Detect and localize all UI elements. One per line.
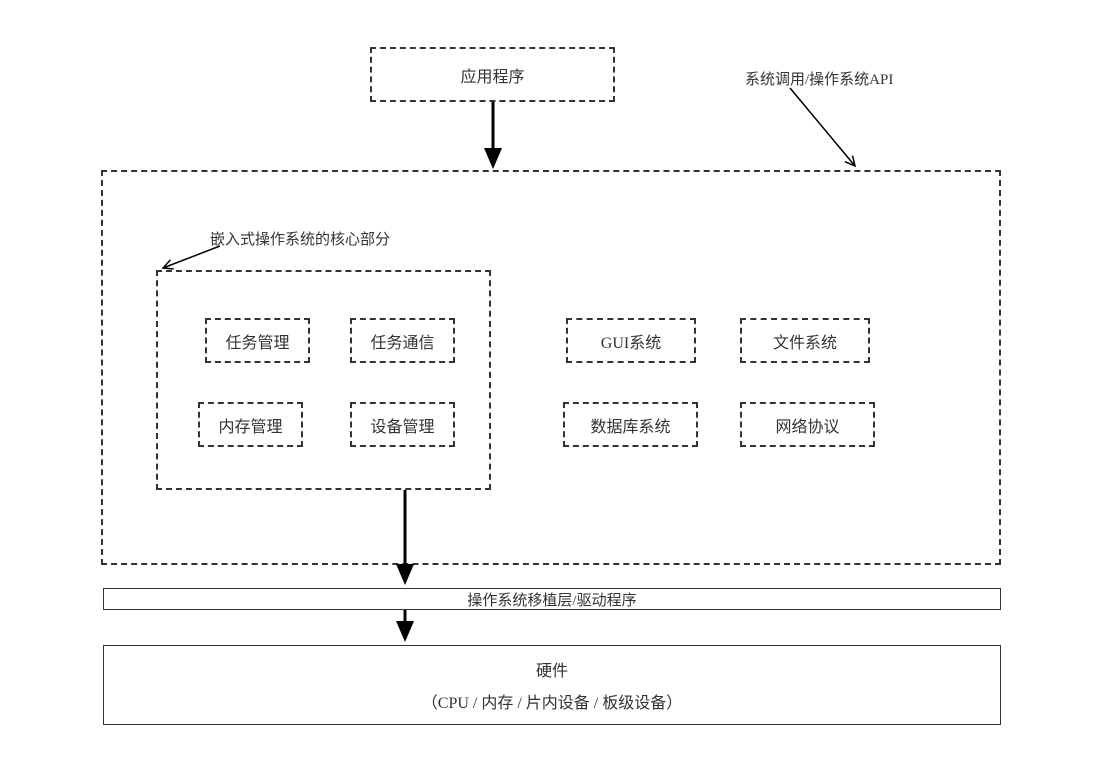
hardware-label2: （CPU / 内存 / 片内设备 / 板级设备）	[422, 689, 682, 713]
arrow-syscall-pointer	[790, 88, 855, 166]
task-comm-label: 任务通信	[370, 329, 434, 353]
gui-sys-label: GUI系统	[601, 329, 661, 353]
file-sys-label: 文件系统	[773, 329, 837, 353]
mem-mgmt-label: 内存管理	[218, 413, 282, 437]
net-proto-label: 网络协议	[775, 413, 839, 437]
core-group	[156, 270, 491, 490]
task-comm-box: 任务通信	[350, 318, 455, 363]
gui-sys-box: GUI系统	[566, 318, 696, 363]
file-sys-box: 文件系统	[740, 318, 870, 363]
hardware-box: 硬件 （CPU / 内存 / 片内设备 / 板级设备）	[103, 645, 1001, 725]
db-sys-label: 数据库系统	[590, 413, 670, 437]
syscall-label: 系统调用/操作系统API	[745, 68, 893, 89]
net-proto-box: 网络协议	[740, 402, 875, 447]
dev-mgmt-label: 设备管理	[370, 413, 434, 437]
db-sys-box: 数据库系统	[563, 402, 698, 447]
task-mgmt-box: 任务管理	[205, 318, 310, 363]
dev-mgmt-box: 设备管理	[350, 402, 455, 447]
hardware-label1: 硬件	[536, 657, 568, 681]
port-layer-label: 操作系统移植层/驱动程序	[467, 589, 636, 610]
app-label: 应用程序	[460, 63, 524, 87]
app-box: 应用程序	[370, 47, 615, 102]
core-label: 嵌入式操作系统的核心部分	[210, 228, 390, 249]
mem-mgmt-box: 内存管理	[198, 402, 303, 447]
port-layer-box: 操作系统移植层/驱动程序	[103, 588, 1001, 610]
task-mgmt-label: 任务管理	[225, 329, 289, 353]
